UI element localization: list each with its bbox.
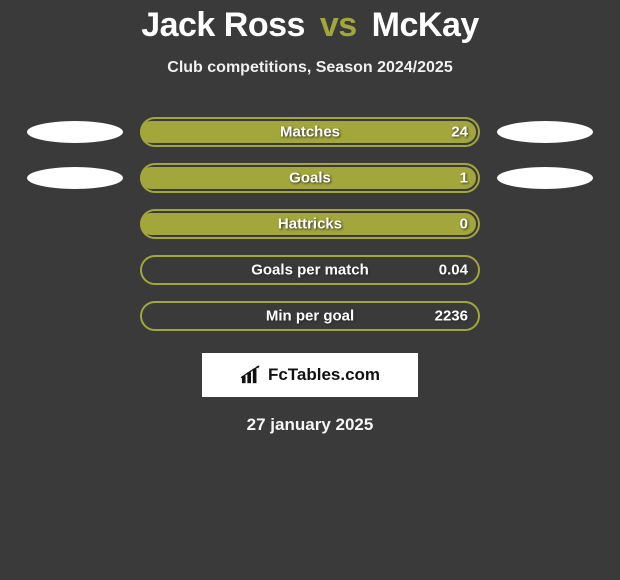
stat-label: Min per goal [266, 308, 354, 325]
stat-label: Goals per match [251, 262, 369, 279]
comparison-card: Jack Ross vs McKay Club competitions, Se… [0, 0, 620, 580]
stat-bar: Goals 1 [140, 163, 480, 193]
bar-chart-icon [240, 365, 262, 385]
stat-rows: Matches 24 Goals 1 Hattricks 0 Goals per mat… [0, 117, 620, 331]
page-title: Jack Ross vs McKay [0, 0, 620, 45]
stat-label: Hattricks [278, 216, 342, 233]
left-badge [20, 210, 130, 238]
stat-label: Goals [289, 170, 331, 187]
player2-name: McKay [372, 6, 479, 44]
logo-text: FcTables.com [268, 365, 380, 385]
stat-bar: Hattricks 0 [140, 209, 480, 239]
left-badge [20, 118, 130, 146]
stat-label: Matches [280, 124, 340, 141]
stat-right-value: 0.04 [439, 262, 468, 279]
stat-bar: Goals per match 0.04 [140, 255, 480, 285]
stat-right-value: 24 [451, 124, 468, 141]
date-label: 27 january 2025 [0, 415, 620, 435]
stat-row: Min per goal 2236 [0, 301, 620, 331]
stat-row: Matches 24 [0, 117, 620, 147]
right-badge [490, 256, 600, 284]
subtitle: Club competitions, Season 2024/2025 [0, 59, 620, 77]
right-badge [490, 302, 600, 330]
right-badge [490, 164, 600, 192]
stat-right-value: 0 [460, 216, 468, 233]
right-badge [490, 118, 600, 146]
logo-box[interactable]: FcTables.com [202, 353, 418, 397]
stat-row: Hattricks 0 [0, 209, 620, 239]
stat-row: Goals per match 0.04 [0, 255, 620, 285]
stat-right-value: 2236 [435, 308, 468, 325]
stat-row: Goals 1 [0, 163, 620, 193]
left-badge [20, 164, 130, 192]
left-badge [20, 256, 130, 284]
stat-bar: Matches 24 [140, 117, 480, 147]
stat-right-value: 1 [460, 170, 468, 187]
right-badge [490, 210, 600, 238]
left-badge [20, 302, 130, 330]
player1-name: Jack Ross [141, 6, 305, 44]
stat-bar: Min per goal 2236 [140, 301, 480, 331]
vs-label: vs [320, 6, 357, 44]
